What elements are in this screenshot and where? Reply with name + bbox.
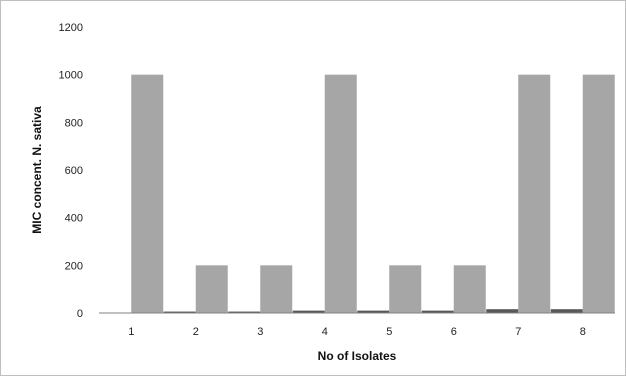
bar-series1-isolate-7 bbox=[486, 309, 519, 313]
bar-series1-isolate-4 bbox=[292, 310, 325, 313]
bars bbox=[131, 74, 615, 314]
y-tick-label: 200 bbox=[65, 260, 83, 272]
x-tick-label: 3 bbox=[257, 326, 263, 338]
bar-series2-isolate-4 bbox=[324, 74, 357, 314]
y-tick-label: 1000 bbox=[59, 70, 83, 82]
bar-series1-isolate-2 bbox=[163, 311, 196, 313]
y-tick-label: 800 bbox=[65, 117, 83, 129]
x-tick-label: 5 bbox=[386, 326, 392, 338]
x-tick-label: 6 bbox=[451, 326, 457, 338]
bar-series1-isolate-8 bbox=[550, 309, 583, 313]
bar-series2-isolate-5 bbox=[389, 265, 422, 313]
y-tick-label: 0 bbox=[77, 308, 83, 320]
bar-series2-isolate-8 bbox=[582, 74, 615, 314]
x-tick-label: 2 bbox=[193, 326, 199, 338]
x-axis-ticks: 1 2 3 4 5 6 7 8 bbox=[128, 326, 586, 338]
y-tick-label: 400 bbox=[65, 213, 83, 225]
bar-series2-isolate-3 bbox=[260, 265, 293, 313]
bar-series1-isolate-3 bbox=[228, 311, 261, 313]
bar-series1-isolate-6 bbox=[421, 310, 454, 313]
bar-series2-isolate-7 bbox=[518, 74, 551, 314]
bar-series1-isolate-5 bbox=[357, 310, 390, 313]
y-tick-label: 1200 bbox=[59, 22, 83, 34]
x-tick-label: 4 bbox=[322, 326, 328, 338]
y-axis-title: MIC concent. N. sativa bbox=[30, 106, 44, 234]
y-axis-ticks: 0 200 400 600 800 1000 1200 bbox=[59, 22, 83, 320]
x-axis-title: No of Isolates bbox=[318, 349, 397, 363]
bar-series2-isolate-2 bbox=[195, 265, 228, 313]
x-tick-label: 8 bbox=[580, 326, 586, 338]
bar-series2-isolate-1 bbox=[131, 74, 164, 314]
x-tick-label: 7 bbox=[515, 326, 521, 338]
bar-series2-isolate-6 bbox=[453, 265, 486, 313]
y-tick-label: 600 bbox=[65, 165, 83, 177]
x-tick-label: 1 bbox=[128, 326, 134, 338]
